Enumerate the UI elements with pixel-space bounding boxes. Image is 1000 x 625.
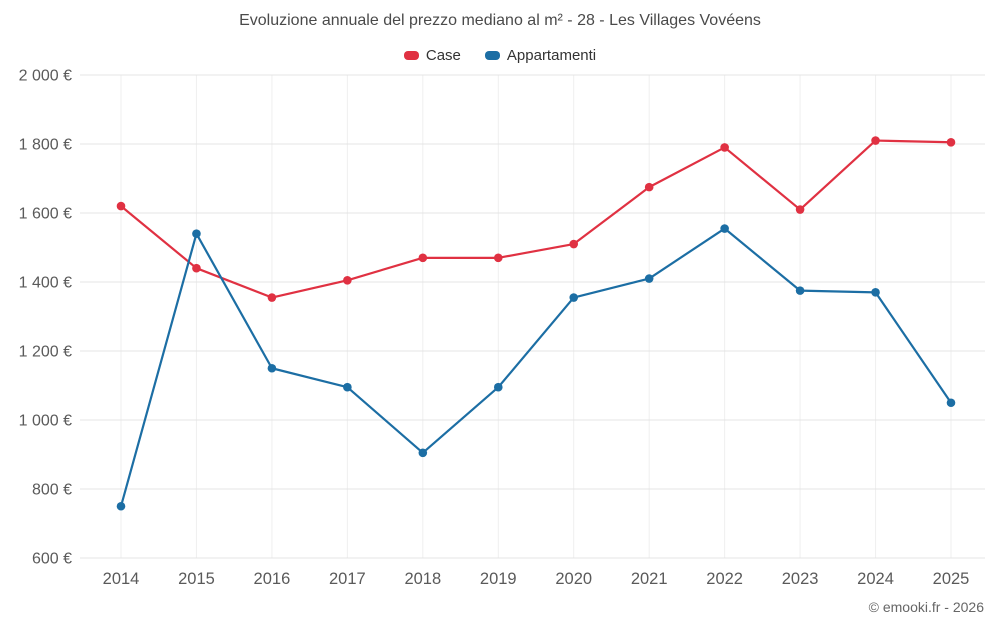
x-tick-label: 2019 (480, 570, 517, 588)
x-tick-label: 2021 (631, 570, 668, 588)
y-axis: 600 € 800 € 1 000 € 1 200 € 1 400 € 1 600 € 1 … (19, 68, 985, 568)
x-tick-label: 2023 (782, 570, 819, 588)
data-point (795, 205, 805, 214)
data-point (267, 363, 277, 373)
y-tick-label: 1 000 € (19, 413, 72, 430)
y-tick-label: 1 800 € (19, 137, 72, 154)
y-tick-label: 800 € (32, 482, 72, 499)
series-case (116, 136, 956, 302)
series-line (119, 227, 953, 508)
legend-swatch-case (403, 51, 419, 60)
data-point (343, 382, 352, 392)
data-point (569, 293, 579, 302)
x-tick-label: 2015 (178, 570, 215, 588)
x-tick-label: 2018 (404, 570, 441, 588)
data-point (493, 382, 503, 392)
x-tick-label: 2014 (103, 570, 140, 588)
data-point (192, 229, 201, 238)
data-point (795, 286, 805, 295)
data-point (418, 448, 428, 458)
x-tick-label: 2024 (857, 570, 894, 588)
x-tick-label: 2022 (706, 570, 743, 588)
data-point (720, 143, 729, 152)
chart-title: Evoluzione annuale del prezzo mediano al… (239, 12, 761, 29)
data-point (493, 253, 503, 263)
x-tick-label: 2017 (329, 570, 366, 588)
legend-swatch-appartamenti (484, 51, 500, 60)
data-point (418, 253, 428, 263)
copyright-watermark: © emooki.fr - 2026 (868, 599, 984, 615)
data-point (871, 288, 880, 297)
data-point (116, 501, 126, 511)
data-point (946, 398, 956, 408)
x-axis: 2014 2015 2016 2017 2018 2019 2020 2021 2022 2023… (103, 75, 970, 588)
data-point (871, 136, 880, 145)
data-point (946, 137, 956, 147)
series-line (119, 139, 953, 299)
data-point (116, 201, 126, 211)
y-tick-label: 600 € (32, 551, 72, 568)
y-tick-label: 2 000 € (19, 68, 72, 85)
x-tick-label: 2025 (933, 570, 970, 588)
x-tick-label: 2016 (254, 570, 291, 588)
data-point (644, 274, 654, 283)
data-point (569, 239, 579, 249)
data-point (192, 263, 201, 273)
data-point (644, 182, 654, 192)
chart-legend: Case Appartamenti (0, 47, 1000, 64)
y-tick-label: 1 400 € (19, 275, 72, 292)
data-point (720, 224, 729, 233)
data-point (267, 293, 277, 302)
y-tick-label: 1 600 € (19, 206, 72, 223)
series-appartamenti (116, 224, 956, 511)
legend-label: Case (425, 47, 461, 64)
x-tick-label: 2020 (555, 570, 592, 588)
legend-item-appartamenti[interactable]: Appartamenti (484, 47, 597, 64)
legend-item-case[interactable]: Case (403, 47, 461, 64)
y-tick-label: 1 200 € (19, 344, 72, 361)
legend-label: Appartamenti (506, 47, 597, 64)
data-point (343, 275, 352, 285)
